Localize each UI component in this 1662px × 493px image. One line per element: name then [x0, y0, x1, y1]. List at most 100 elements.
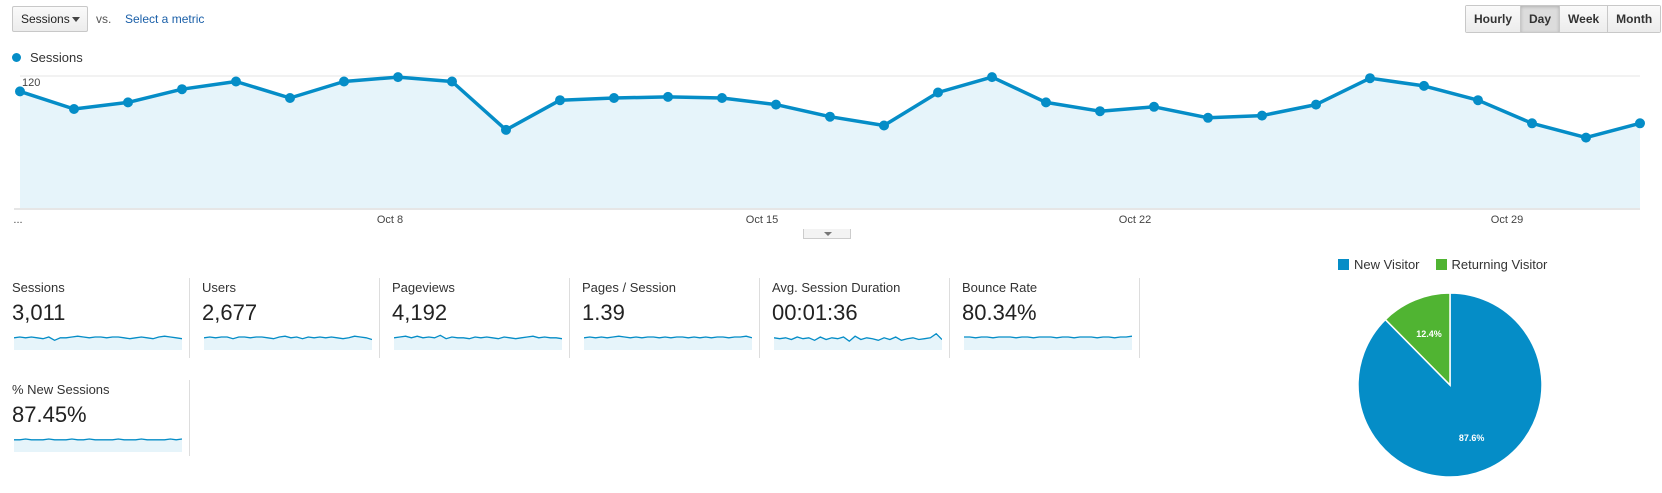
- x-tick-label: Oct 22: [1119, 214, 1151, 226]
- sparkline-line: [14, 335, 182, 342]
- metric-label: Pages / Session: [582, 280, 676, 295]
- data-point[interactable]: [447, 76, 457, 87]
- metric-tile[interactable]: % New Sessions 87.45%: [0, 380, 190, 456]
- data-point[interactable]: [1365, 73, 1375, 84]
- sparkline-line: [204, 335, 372, 341]
- pie-slice-label: 87.6%: [1459, 433, 1485, 443]
- data-point[interactable]: [339, 76, 349, 87]
- metric-value: 2,677: [202, 300, 258, 325]
- week-button[interactable]: Week: [1560, 6, 1609, 32]
- metric-tile[interactable]: Sessions 3,011: [0, 278, 190, 358]
- data-point[interactable]: [123, 97, 133, 108]
- data-point[interactable]: [69, 104, 79, 114]
- data-point[interactable]: [231, 76, 241, 87]
- visitor-type-pie-chart[interactable]: 87.6% 12.4%: [1350, 285, 1550, 485]
- data-point[interactable]: [1311, 99, 1321, 110]
- data-point[interactable]: [1149, 101, 1159, 112]
- data-point[interactable]: [987, 72, 997, 83]
- hourly-button[interactable]: Hourly: [1466, 6, 1522, 32]
- metric-value: 4,192: [392, 300, 448, 325]
- metric-select[interactable]: Sessions: [12, 6, 88, 32]
- pie-legend: New Visitor Returning Visitor: [1338, 257, 1547, 272]
- metric-tile[interactable]: Avg. Session Duration 00:01:36: [760, 278, 950, 358]
- metric-label: Sessions: [12, 280, 65, 295]
- pie-legend-returning-label: Returning Visitor: [1451, 257, 1548, 272]
- sparkline-area: [14, 439, 182, 452]
- data-point[interactable]: [1203, 112, 1213, 123]
- metric-value: 80.34%: [962, 300, 1037, 325]
- metric-sparkline: [964, 335, 1132, 350]
- data-point[interactable]: [663, 91, 673, 102]
- metric-tile[interactable]: Bounce Rate 80.34%: [950, 278, 1140, 358]
- data-point[interactable]: [285, 93, 295, 103]
- data-point[interactable]: [879, 120, 889, 131]
- metric-select-value: Sessions: [21, 12, 70, 26]
- data-point[interactable]: [717, 93, 727, 103]
- data-point[interactable]: [1041, 97, 1051, 108]
- data-point[interactable]: [609, 93, 619, 103]
- metric-value: 1.39: [582, 300, 625, 325]
- pie-legend-new[interactable]: New Visitor: [1338, 257, 1420, 272]
- pie-slice-label: 12.4%: [1416, 329, 1442, 339]
- data-point[interactable]: [393, 72, 403, 83]
- y-tick-label: 120: [22, 77, 40, 89]
- sparkline-area: [964, 336, 1132, 350]
- data-point[interactable]: [501, 124, 511, 135]
- pie-legend-returning[interactable]: Returning Visitor: [1435, 257, 1548, 272]
- data-point[interactable]: [555, 95, 565, 106]
- chevron-down-icon: [72, 17, 80, 22]
- data-point[interactable]: [1527, 118, 1537, 129]
- data-point[interactable]: [15, 86, 25, 97]
- data-point[interactable]: [933, 87, 943, 98]
- pie-slice[interactable]: [1384, 292, 1451, 387]
- sparkline-area: [14, 336, 182, 350]
- metric-sparkline: [774, 332, 942, 350]
- x-tick-label: Oct 8: [377, 214, 403, 226]
- select-metric-link[interactable]: Select a metric: [125, 12, 205, 26]
- metric-value: 00:01:36: [772, 300, 858, 325]
- new-visitor-swatch: [1338, 259, 1349, 270]
- legend-label: Sessions: [30, 50, 83, 65]
- data-point[interactable]: [1095, 106, 1105, 117]
- metric-tile[interactable]: Users 2,677: [190, 278, 380, 358]
- x-tick-label: Oct 29: [1491, 214, 1523, 226]
- x-tick-label: ...: [13, 214, 22, 226]
- sparkline-area: [774, 333, 942, 350]
- chart-legend[interactable]: Sessions: [12, 50, 83, 65]
- metric-label: Users: [202, 280, 236, 295]
- x-tick-label: Oct 15: [746, 214, 778, 226]
- day-button[interactable]: Day: [1521, 6, 1561, 32]
- metric-label: Bounce Rate: [962, 280, 1038, 295]
- sparkline-line: [964, 335, 1132, 339]
- returning-visitor-swatch: [1435, 259, 1447, 270]
- pie-legend-new-label: New Visitor: [1354, 257, 1420, 272]
- metric-sparkline: [584, 335, 752, 350]
- metric-sparkline: [204, 335, 372, 350]
- collapse-chart-handle[interactable]: [803, 229, 851, 239]
- metric-sparkline: [14, 438, 182, 452]
- month-button[interactable]: Month: [1608, 6, 1661, 32]
- data-point[interactable]: [1419, 80, 1429, 91]
- data-point[interactable]: [1635, 118, 1645, 129]
- metric-tile[interactable]: Pages / Session 1.39: [570, 278, 760, 358]
- sparkline-area: [204, 336, 372, 350]
- sparkline-area: [584, 336, 752, 350]
- data-point[interactable]: [1257, 110, 1267, 121]
- metric-value: 87.45%: [12, 402, 87, 427]
- data-point[interactable]: [825, 111, 835, 122]
- metric-tile[interactable]: Pageviews 4,192: [380, 278, 570, 358]
- vs-label: vs.: [96, 12, 112, 26]
- sessions-area: [20, 77, 1640, 208]
- metric-label: Avg. Session Duration: [772, 280, 901, 295]
- data-point[interactable]: [177, 84, 187, 95]
- metric-sparkline: [14, 335, 182, 350]
- data-point[interactable]: [771, 99, 781, 110]
- data-point[interactable]: [1473, 95, 1483, 106]
- sessions-legend-dot: [12, 53, 21, 62]
- sparkline-area: [394, 335, 562, 350]
- sparkline-line: [774, 332, 942, 343]
- data-point[interactable]: [1581, 132, 1591, 143]
- metric-label: % New Sessions: [12, 382, 110, 397]
